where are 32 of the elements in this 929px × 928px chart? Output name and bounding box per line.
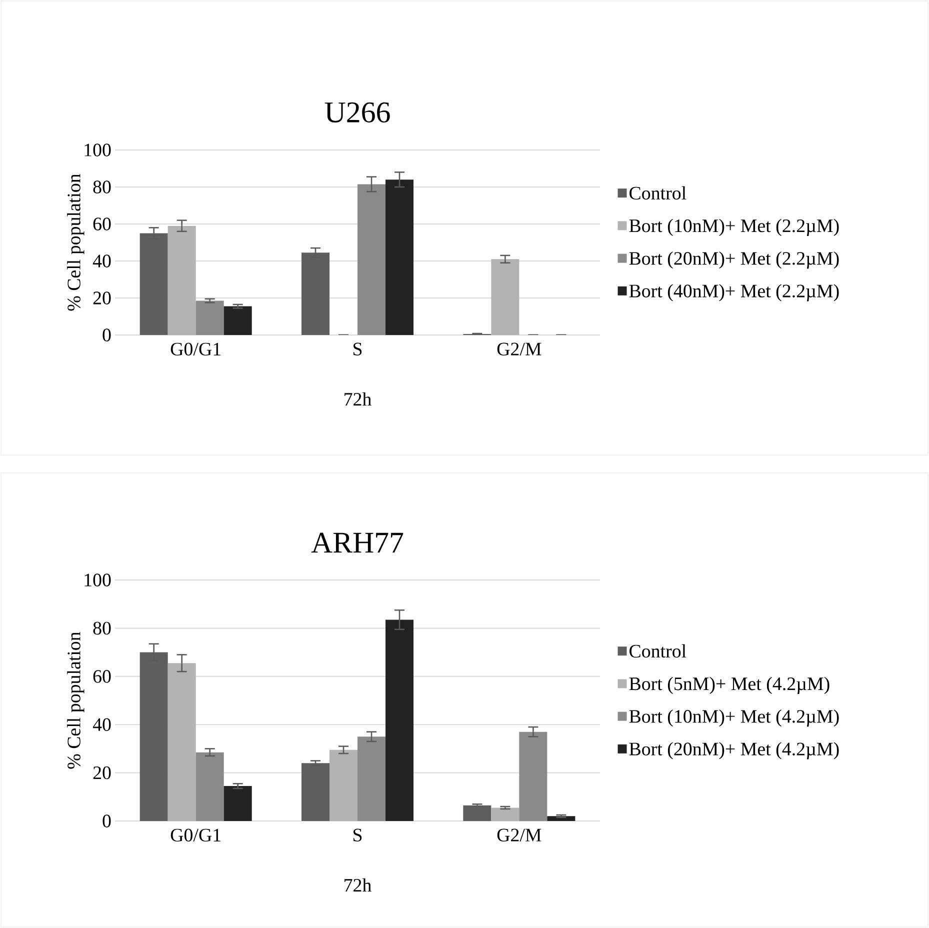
x-axis-title: 72h (344, 392, 372, 406)
chart-title: U266 (324, 102, 390, 122)
x-tick-label: S (354, 342, 362, 356)
legend-label: Bort (20nM)+ Met (4.2µM) (629, 742, 839, 760)
x-tick-label: S (354, 828, 362, 842)
legend-label: Control (630, 186, 686, 200)
y-tick-label: 40 (92, 718, 111, 731)
x-tick-label: G0/G1 (170, 342, 220, 356)
y-tick-label: 0 (102, 328, 111, 342)
x-tick-label: G2/M (497, 342, 542, 356)
x-tick-label: G0/G1 (170, 828, 220, 842)
y-axis-title: % Cell population (67, 632, 84, 769)
x-tick-label: G2/M (497, 828, 542, 842)
legend-label: Bort (20nM)+ Met (2.2µM) (629, 251, 839, 269)
y-tick-label: 100 (84, 574, 111, 586)
y-tick-label: 60 (93, 218, 111, 230)
legend-label: Bort (10nM)+ Met (4.2µM) (629, 710, 839, 727)
y-tick-label: 80 (93, 180, 111, 194)
y-tick-label: 20 (93, 292, 111, 304)
legend-label: Bort (5nM)+ Met (4.2µM) (629, 676, 830, 694)
y-tick-label: 100 (84, 144, 111, 156)
y-tick-label: 0 (102, 814, 111, 828)
y-tick-label: 80 (93, 622, 111, 635)
y-tick-label: 40 (92, 254, 111, 268)
y-tick-label: 20 (93, 766, 111, 780)
y-axis-title: % Cell population (67, 174, 84, 311)
x-axis-title: 72h (344, 878, 372, 892)
legend-label: Bort (10nM)+ Met (2.2µM) (629, 218, 839, 236)
legend-label: Bort (40nM)+ Met (2.2µM) (629, 284, 839, 302)
y-tick-label: 60 (93, 670, 111, 683)
chart-title: ARH77 (311, 532, 404, 552)
legend-label: Control (630, 644, 686, 658)
